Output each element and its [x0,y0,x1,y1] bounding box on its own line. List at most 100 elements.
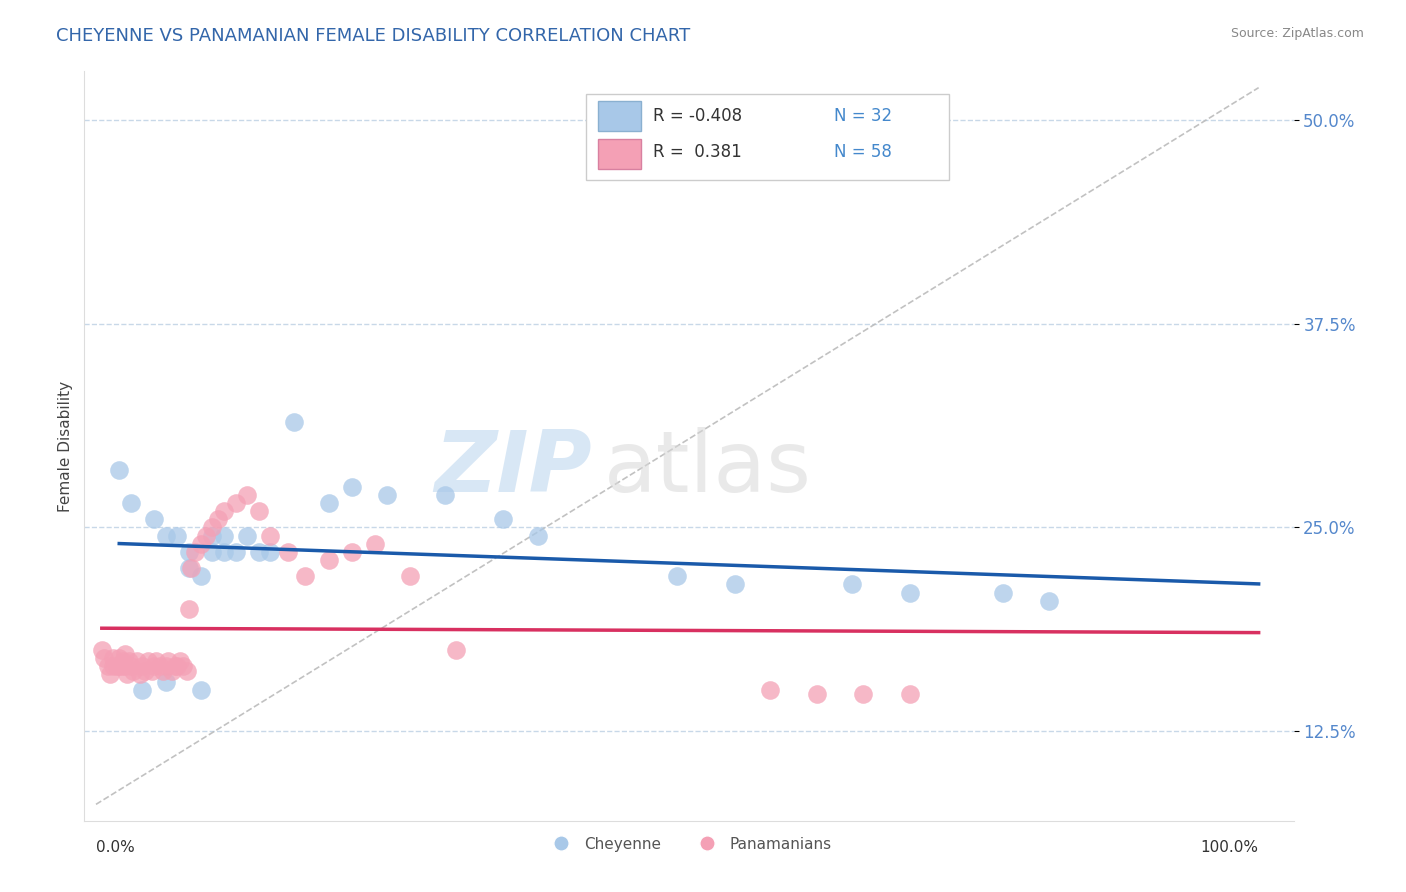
Point [375,488,398,502]
Point [212,545,235,559]
Point [176,664,198,678]
Text: R = -0.408: R = -0.408 [652,107,742,125]
Point [111,654,134,668]
Point [340,545,363,559]
Point [134,664,156,678]
Point [180,561,202,575]
Point [114,659,136,673]
Point [160,664,183,678]
Point [136,654,159,668]
Point [212,528,235,542]
Y-axis label: Female Disability: Female Disability [58,380,73,512]
Point [131,659,153,673]
Point [247,545,270,559]
Point [103,659,125,673]
Point [149,659,172,673]
Point [152,664,174,678]
Point [190,683,212,698]
Point [225,545,247,559]
Point [259,545,281,559]
Point [283,415,305,429]
Point [177,602,200,616]
Text: CHEYENNE VS PANAMANIAN FEMALE DISABILITY CORRELATION CHART: CHEYENNE VS PANAMANIAN FEMALE DISABILITY… [56,27,690,45]
Point [131,683,153,698]
Point [143,512,166,526]
Point [759,683,782,698]
Point [898,585,921,599]
Point [527,528,550,542]
Text: N = 32: N = 32 [834,107,893,125]
Point [294,569,316,583]
Point [277,545,299,559]
Point [225,496,247,510]
Point [110,659,132,673]
Point [841,577,863,591]
Point [318,496,340,510]
Point [114,648,136,662]
Text: R =  0.381: R = 0.381 [652,144,741,161]
Point [236,488,259,502]
Point [991,585,1014,599]
Text: Source: ZipAtlas.com: Source: ZipAtlas.com [1230,27,1364,40]
Point [108,650,131,665]
Point [399,569,422,583]
Point [340,480,363,494]
Point [117,667,139,681]
Point [155,659,177,673]
Point [93,650,115,665]
Point [90,642,112,657]
Point [108,463,131,477]
Point [201,545,224,559]
Point [169,654,191,668]
Point [103,650,125,665]
Point [172,659,194,673]
Point [212,504,235,518]
Point [724,577,747,591]
Point [259,528,281,542]
Point [201,528,224,542]
Point [806,687,828,701]
Point [446,642,468,657]
Point [433,488,456,502]
Point [120,496,142,510]
Point [129,667,152,681]
Point [98,667,121,681]
Text: atlas: atlas [605,427,813,510]
Point [166,528,188,542]
Point [666,569,689,583]
Text: ZIP: ZIP [434,427,592,510]
Point [201,520,224,534]
Point [122,664,145,678]
Point [117,654,139,668]
Point [108,659,131,673]
Point [145,654,167,668]
Point [184,545,207,559]
Point [143,659,166,673]
Point [318,553,340,567]
Point [247,504,270,518]
Point [852,687,875,701]
Point [177,545,200,559]
Point [190,537,212,551]
Point [1038,593,1060,607]
Point [195,528,218,542]
Point [97,659,120,673]
Text: N = 58: N = 58 [834,144,891,161]
Point [177,561,200,575]
Text: 0.0%: 0.0% [96,840,135,855]
Point [492,512,515,526]
Point [898,687,921,701]
Point [207,512,229,526]
Point [105,659,128,673]
Point [120,659,142,673]
Point [141,664,163,678]
Bar [599,139,641,169]
Point [364,537,387,551]
Point [236,528,259,542]
Point [157,654,180,668]
Point [166,659,188,673]
Point [125,654,148,668]
Point [155,675,177,690]
Point [165,659,187,673]
Legend: Cheyenne, Panamanians: Cheyenne, Panamanians [540,830,838,858]
